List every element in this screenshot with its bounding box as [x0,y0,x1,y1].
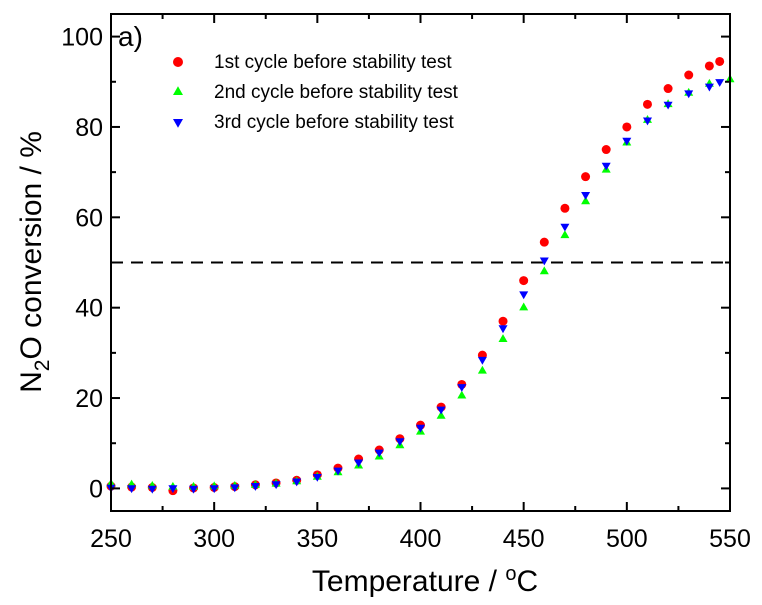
data-point [457,390,467,399]
data-point [374,449,384,458]
data-point [354,459,364,468]
data-point [715,79,725,87]
x-axis: 250 300 350 400 450 500 550 [90,14,751,553]
data-point [416,424,425,433]
data-point [684,70,694,80]
data-point [312,474,322,482]
data-point [622,137,632,146]
data-point [498,316,508,326]
data-point [209,485,219,494]
data-point [663,84,673,94]
x-tick-label: 550 [709,525,751,553]
data-point [539,266,549,275]
data-point [704,61,714,71]
x-tick-label: 300 [193,525,235,553]
legend-marker [173,57,183,67]
legend-item-2: 2nd cycle before stability test [173,82,459,103]
y-tick-label: 100 [61,24,103,52]
data-point [642,99,652,109]
x-axis-title: Temperature / oC [312,563,538,598]
data-point [560,230,570,239]
data-point [601,145,611,155]
data-point [643,117,652,126]
data-point [127,485,137,494]
data-point [519,276,529,286]
data-point [292,478,302,487]
data-point [519,291,529,300]
data-point [436,406,446,415]
data-point [663,101,673,110]
data-point [684,90,694,99]
data-point [395,438,405,447]
data-point [498,325,508,334]
data-point [560,203,570,213]
y-tick-label: 0 [89,475,103,503]
x-tick-label: 350 [296,525,338,553]
legend: 1st cycle before stability test 2nd cycle… [173,52,459,133]
x-tick-label: 500 [606,525,648,553]
x-tick-label: 250 [90,525,132,553]
data-point [168,485,178,494]
data-point [539,237,549,247]
y-tick-label: 40 [75,295,103,323]
series-3 [106,79,725,494]
y-axis: 0 20 40 60 80 100 [61,24,730,503]
data-point [230,484,240,493]
data-point [477,365,487,374]
y-axis-title: N2O conversion / % [15,131,54,393]
data-point [189,485,198,494]
data-point [715,56,725,66]
legend-marker [173,86,183,95]
data-point [147,485,157,494]
data-point [457,384,467,392]
data-point [250,483,260,491]
legend-item-3: 3rd cycle before stability test [173,112,454,133]
legend-label: 2nd cycle before stability test [214,82,459,103]
data-point [271,481,281,490]
data-point [560,223,570,232]
panel-label: a) [118,21,143,52]
y-tick-label: 60 [75,204,103,232]
x-tick-label: 450 [503,525,545,553]
y-tick-label: 20 [75,385,103,413]
data-point [498,334,508,342]
data-point [704,83,714,92]
data-point [581,196,591,205]
legend-label: 3rd cycle before stability test [214,112,454,133]
data-point [581,192,591,200]
data-point [601,162,611,171]
legend-marker [173,119,183,128]
x-tick-label: 400 [400,525,442,553]
y-tick-label: 80 [75,114,103,142]
data-point [581,172,591,182]
data-point [436,410,446,419]
data-point [539,257,549,266]
data-point [477,356,487,365]
data-point [519,302,529,311]
data-point [333,467,343,476]
legend-item-1: 1st cycle before stability test [173,52,452,73]
data-point [622,122,632,132]
legend-label: 1st cycle before stability test [214,52,452,73]
